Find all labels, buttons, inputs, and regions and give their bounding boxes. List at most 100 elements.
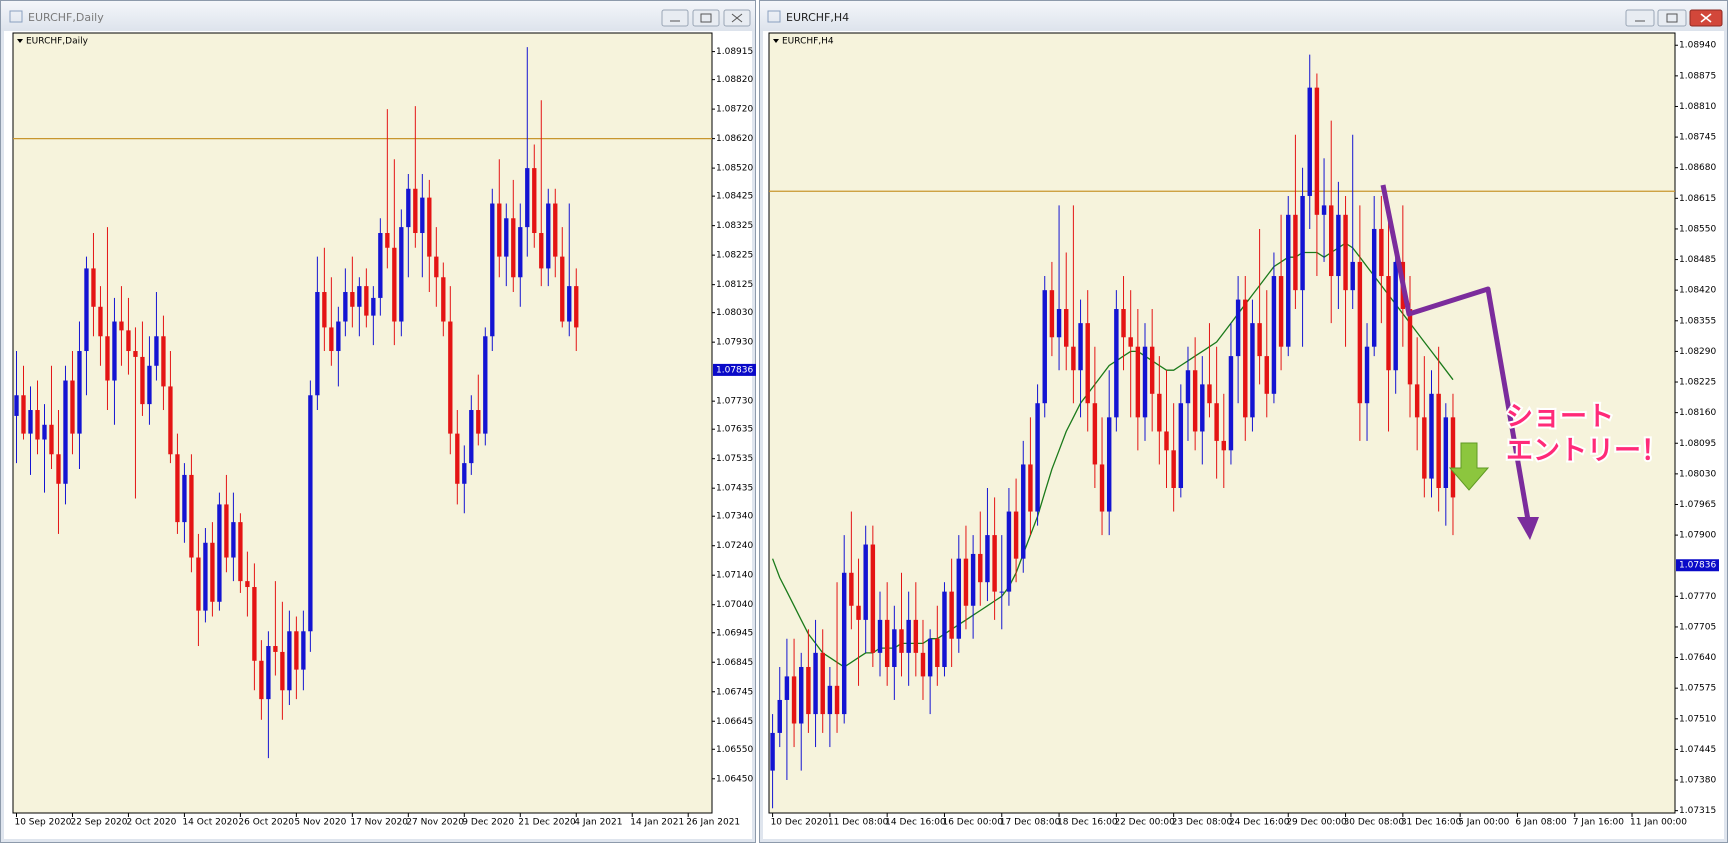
label-marker <box>773 39 779 43</box>
window-buttons[interactable] <box>661 9 751 27</box>
candle-body <box>1085 323 1090 404</box>
candle-body <box>84 268 89 352</box>
candle-body <box>357 286 362 307</box>
candle-body <box>490 203 495 337</box>
candle-body <box>147 365 152 405</box>
maximize-button[interactable] <box>692 9 720 27</box>
candle-body <box>140 356 145 405</box>
candle-body <box>1429 393 1434 479</box>
candle-body <box>497 203 502 257</box>
x-tick-label: 18 Dec 16:00 <box>1057 818 1118 828</box>
candle-body <box>392 247 397 322</box>
candle-body <box>315 292 320 396</box>
chart: EURCHF,H4 1.08940 1.08875 1.08810 1.08745 1.0… <box>768 32 1719 828</box>
candle-body <box>1013 511 1019 559</box>
candle-body <box>784 676 790 700</box>
candle-body <box>1286 214 1291 347</box>
candle-body <box>560 256 565 322</box>
x-tick-label: 17 Dec 08:00 <box>1000 818 1061 828</box>
candle-body <box>942 591 947 667</box>
candle-body <box>35 410 40 440</box>
y-tick-label: 1.07705 <box>1679 622 1716 632</box>
candle-body <box>1042 290 1047 404</box>
x-tick-label: 30 Dec 08:00 <box>1344 818 1405 828</box>
window-buttons[interactable] <box>1625 9 1723 27</box>
candle-body <box>448 321 453 434</box>
candle-body <box>1357 261 1363 404</box>
y-tick-label: 1.07930 <box>716 338 753 348</box>
x-tick-label: 21 Dec 2020 <box>518 818 576 828</box>
candle-body <box>920 652 926 677</box>
minimize-button[interactable] <box>661 9 689 27</box>
candle-body <box>1221 440 1227 451</box>
y-tick-label: 1.08290 <box>1679 347 1716 357</box>
candle-body <box>49 424 54 455</box>
candle-body <box>175 454 180 523</box>
candle-body <box>799 666 804 724</box>
candle-body <box>863 544 868 620</box>
candle-body <box>231 522 236 558</box>
candle-body <box>1214 403 1219 441</box>
candle-body <box>820 652 825 715</box>
candle-body <box>105 336 110 381</box>
candle-body <box>813 652 818 715</box>
candle-body <box>963 558 969 606</box>
candle-body <box>189 474 194 558</box>
candle-body <box>1006 511 1012 592</box>
candle-body <box>770 732 775 771</box>
candle-body <box>1364 346 1370 404</box>
y-tick-label: 1.07640 <box>1679 653 1716 663</box>
y-tick-label: 1.08225 <box>1679 378 1716 388</box>
x-tick-label: 10 Dec 2020 <box>771 818 829 828</box>
y-tick-label: 1.08620 <box>716 134 753 144</box>
x-tick-label: 7 Jan 16:00 <box>1573 818 1625 828</box>
x-tick-label: 5 Nov 2020 <box>294 818 346 828</box>
candle-body <box>168 386 173 455</box>
candle-body <box>1228 356 1234 451</box>
candle-body <box>77 351 82 434</box>
candle-body <box>63 380 68 484</box>
candle-body <box>154 336 159 366</box>
candle-body <box>462 463 467 484</box>
candle-body <box>777 699 782 733</box>
symbol-label: EURCHF,Daily <box>26 37 89 47</box>
candle-body <box>329 327 334 352</box>
maximize-button[interactable] <box>1657 9 1687 27</box>
y-tick-label: 1.08030 <box>1679 469 1716 479</box>
x-tick-label: 4 Jan 2021 <box>574 818 622 828</box>
minimize-button[interactable] <box>1625 9 1655 27</box>
candle-body <box>245 581 250 588</box>
candle-body <box>294 631 299 670</box>
candle-body <box>1393 261 1398 371</box>
candle-body <box>1164 431 1169 451</box>
y-tick-label: 1.07340 <box>716 512 753 522</box>
y-tick-label: 1.08940 <box>1679 41 1716 51</box>
candle-body <box>1200 384 1205 432</box>
candle-body <box>892 629 897 667</box>
candle-body <box>301 631 306 670</box>
maximize-icon <box>700 13 712 23</box>
candle-body <box>1264 356 1269 394</box>
x-tick-label: 9 Dec 2020 <box>462 818 514 828</box>
candle-body <box>518 227 523 278</box>
candle-body <box>999 591 1004 593</box>
plot-area <box>12 32 713 814</box>
x-tick-label: 11 Jan 00:00 <box>1630 818 1687 828</box>
y-tick-label: 1.07730 <box>716 397 753 407</box>
window-title: EURCHF,Daily <box>28 11 104 24</box>
candle-body <box>322 292 327 328</box>
candle-body <box>133 351 138 357</box>
y-tick-label: 1.08325 <box>716 221 753 231</box>
candle-body <box>511 218 516 278</box>
y-tick-label: 1.06645 <box>716 717 753 727</box>
y-tick-label: 1.08225 <box>716 251 753 261</box>
candle-body <box>385 233 390 248</box>
y-tick-label: 1.08355 <box>1679 316 1716 326</box>
candle-body <box>161 336 166 387</box>
candle-body <box>427 197 432 257</box>
candle-body <box>806 666 811 715</box>
x-tick-label: 2 Oct 2020 <box>126 818 176 828</box>
y-tick-label: 1.07315 <box>1679 806 1716 816</box>
candle-body <box>1436 393 1441 488</box>
candle-body <box>1021 464 1026 559</box>
